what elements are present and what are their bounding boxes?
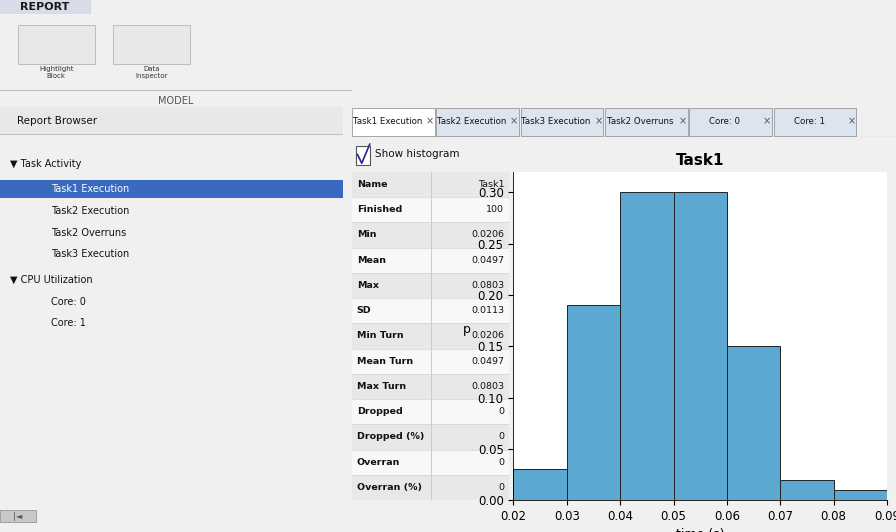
Bar (773, 109, 857, 136)
Text: Task2 Overruns: Task2 Overruns (607, 117, 674, 126)
Text: 0.0497: 0.0497 (471, 357, 504, 365)
Text: ▼ Task Activity: ▼ Task Activity (10, 159, 82, 169)
Text: |◄: |◄ (13, 512, 22, 520)
Text: Min Turn: Min Turn (357, 331, 403, 340)
Bar (352, 109, 435, 136)
Text: 0.0113: 0.0113 (471, 306, 504, 315)
Bar (567, 305, 620, 500)
Text: Data
Inspector: Data Inspector (135, 66, 168, 79)
Text: REPORT: REPORT (20, 2, 70, 12)
Bar (352, 425, 509, 450)
Text: Task3 Execution: Task3 Execution (521, 117, 590, 126)
Text: 0.0497: 0.0497 (471, 256, 504, 265)
Bar (357, 146, 370, 165)
Bar (352, 172, 509, 197)
Bar (689, 109, 772, 136)
Text: 0: 0 (498, 458, 504, 467)
Bar (727, 346, 780, 500)
Bar (352, 399, 509, 425)
Bar (833, 490, 887, 500)
Bar (513, 469, 567, 500)
Bar (352, 273, 509, 298)
Text: ×: × (848, 117, 856, 127)
Bar (352, 247, 509, 273)
Text: ×: × (679, 117, 687, 127)
Title: Task1: Task1 (676, 153, 725, 168)
Text: 100: 100 (487, 205, 504, 214)
Text: Max: Max (357, 281, 379, 290)
Bar (352, 298, 509, 323)
Text: Core: 1: Core: 1 (51, 318, 86, 328)
Bar (352, 197, 509, 222)
Text: Task3 Execution: Task3 Execution (51, 250, 130, 260)
Text: 0: 0 (498, 483, 504, 492)
Text: Core: 0: Core: 0 (710, 117, 740, 126)
Text: Report Browser: Report Browser (17, 115, 98, 126)
Bar (0, 510, 36, 522)
Text: SD: SD (357, 306, 372, 315)
Text: Max Turn: Max Turn (357, 382, 406, 391)
Text: Core: 1: Core: 1 (794, 117, 824, 126)
Bar (605, 109, 688, 136)
Text: 0.0206: 0.0206 (471, 230, 504, 239)
Text: Overran (%): Overran (%) (357, 483, 422, 492)
Text: Task1 Execution: Task1 Execution (353, 117, 422, 126)
Bar (18, 24, 95, 64)
Text: ×: × (594, 117, 603, 127)
Bar (0, 107, 343, 135)
Y-axis label: p: p (462, 323, 470, 336)
Text: Finished: Finished (357, 205, 402, 214)
Text: Core: 0: Core: 0 (51, 296, 86, 306)
Bar (113, 24, 190, 64)
Bar (780, 479, 833, 500)
Bar (352, 475, 509, 500)
Text: Task1: Task1 (478, 180, 504, 189)
Text: 0.0206: 0.0206 (471, 331, 504, 340)
Text: ▼ CPU Utilization: ▼ CPU Utilization (10, 275, 93, 285)
Bar (352, 222, 509, 247)
Text: Task2 Overruns: Task2 Overruns (51, 228, 126, 238)
Text: Task2 Execution: Task2 Execution (51, 206, 130, 216)
Text: Dropped: Dropped (357, 407, 402, 416)
Bar (352, 450, 509, 475)
Text: ×: × (763, 117, 771, 127)
Text: Show histogram: Show histogram (375, 149, 459, 159)
Text: Task1 Execution: Task1 Execution (51, 185, 130, 195)
Text: 0: 0 (498, 433, 504, 442)
Text: 0.0803: 0.0803 (471, 281, 504, 290)
Text: Overran: Overran (357, 458, 401, 467)
Text: Name: Name (357, 180, 387, 189)
Text: Min: Min (357, 230, 376, 239)
Bar (436, 109, 519, 136)
Text: Task2 Execution: Task2 Execution (437, 117, 506, 126)
Text: 0: 0 (498, 407, 504, 416)
Text: Hightlight
Block: Hightlight Block (39, 66, 73, 79)
Bar (674, 193, 727, 500)
Text: 0.0803: 0.0803 (471, 382, 504, 391)
Text: Mean Turn: Mean Turn (357, 357, 413, 365)
Text: ×: × (510, 117, 518, 127)
Bar (0, 0, 90, 14)
Text: Mean: Mean (357, 256, 386, 265)
Bar (352, 348, 509, 374)
Text: ×: × (426, 117, 434, 127)
Text: Dropped (%): Dropped (%) (357, 433, 424, 442)
X-axis label: time (s): time (s) (676, 528, 725, 532)
Bar (352, 374, 509, 399)
Bar (352, 323, 509, 348)
Text: MODEL: MODEL (159, 96, 194, 105)
Bar (620, 193, 674, 500)
Bar (0, 180, 343, 198)
Bar (521, 109, 603, 136)
